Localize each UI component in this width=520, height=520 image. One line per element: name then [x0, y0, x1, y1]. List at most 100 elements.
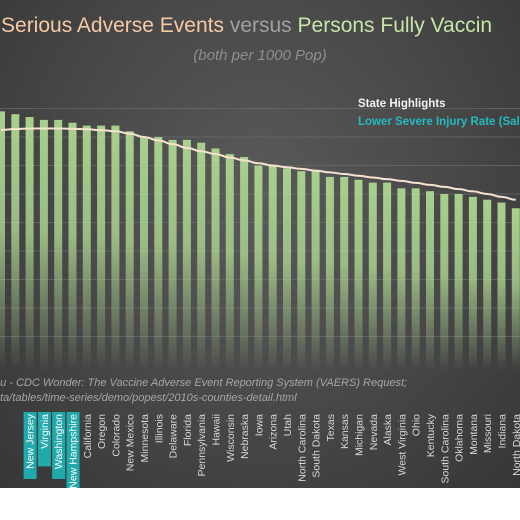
- x-tick-label-text: Colorado: [110, 414, 122, 457]
- x-tick-label-text: Missouri: [482, 414, 494, 453]
- x-tick-label-text: Minnesota: [139, 414, 151, 463]
- bar: [168, 139, 177, 371]
- x-tick-label: Michigan: [354, 414, 366, 456]
- bar: [440, 194, 449, 371]
- x-tick-label-text: Nevada: [368, 414, 380, 450]
- x-tick-label: Wisconsin: [225, 414, 237, 462]
- x-tick-label-text: Nebraska: [239, 414, 251, 459]
- x-tick-label: Oklahoma: [454, 414, 466, 462]
- x-tick-label: Minnesota: [139, 414, 151, 463]
- x-tick-label: Washington: [52, 412, 66, 479]
- x-tick-label: New Mexico: [125, 414, 137, 471]
- x-tick-label-text: North Dakota: [511, 414, 520, 476]
- x-tick-label: Missouri: [482, 414, 494, 453]
- x-tick-label: Montana: [468, 414, 480, 455]
- x-tick-label: Pennsylvania: [196, 414, 208, 477]
- x-axis-labels: New Jersey Virginia Washington New Hampshir…: [23, 412, 520, 488]
- x-tick-label: Utah: [282, 414, 294, 436]
- title-part-1: RS Serious Adverse Events: [0, 14, 224, 37]
- x-tick-label-text: Iowa: [253, 414, 265, 436]
- bar: [511, 208, 520, 371]
- x-tick-label: New Hampshire: [66, 412, 80, 488]
- bar-chart: New Jersey Virginia Washington New Hampshir…: [0, 108, 520, 488]
- bar: [325, 176, 334, 371]
- bar: [340, 176, 349, 371]
- bar: [397, 188, 406, 371]
- x-tick-label-text: Pennsylvania: [196, 414, 208, 477]
- x-tick-label: West Virginia: [396, 414, 408, 476]
- bar: [140, 137, 148, 371]
- x-tick-label-text: Oregon: [96, 414, 108, 449]
- x-tick-label-text: South Dakota: [311, 414, 323, 478]
- x-tick-label: Texas: [325, 414, 337, 441]
- x-tick-label-text: Michigan: [354, 414, 366, 456]
- x-tick-label-text: New Jersey: [25, 413, 37, 469]
- x-tick-label-text: Montana: [468, 414, 480, 455]
- x-tick-label-text: Kentucky: [425, 413, 437, 457]
- bar: [182, 139, 191, 371]
- x-tick-label-text: New Mexico: [125, 414, 137, 471]
- x-tick-label: Arizona: [268, 414, 280, 450]
- x-tick-label: South Carolina: [439, 414, 451, 484]
- bar: [25, 117, 34, 371]
- x-tick-label: North Dakota: [511, 414, 520, 476]
- x-tick-label: Kentucky: [425, 413, 437, 457]
- x-tick-label-text: West Virginia: [396, 414, 408, 476]
- bar: [454, 194, 463, 371]
- x-tick-label: Illinois: [153, 414, 165, 443]
- x-tick-label: Kansas: [339, 414, 351, 449]
- highlight-marker: [23, 412, 37, 479]
- trend-line: [0, 127, 516, 201]
- bar: [497, 202, 506, 371]
- x-tick-label: Alaska: [382, 414, 394, 446]
- x-tick-label-text: Arizona: [268, 414, 280, 450]
- chart-subtitle: (both per 1000 Pop): [193, 47, 327, 64]
- x-tick-label: Colorado: [110, 414, 122, 457]
- x-tick-label: Nevada: [368, 414, 380, 450]
- bar: [483, 199, 492, 371]
- bar: [97, 125, 106, 371]
- bar: [225, 154, 234, 371]
- x-tick-label: Oregon: [96, 414, 108, 449]
- x-tick-label-text: Indiana: [497, 414, 509, 449]
- x-tick-label-text: Washington: [53, 414, 65, 469]
- bar: [383, 182, 392, 371]
- highlights-subtitle: Lower Severe Injury Rate (Sal: [358, 116, 520, 128]
- x-tick-label-text: Illinois: [153, 414, 165, 443]
- bar: [283, 168, 291, 371]
- bar: [311, 171, 320, 371]
- x-tick-label: Indiana: [497, 414, 509, 449]
- bar: [68, 122, 77, 371]
- bar: [354, 179, 363, 371]
- title-part-3: Persons Fully Vaccin: [297, 14, 493, 37]
- x-tick-label-text: Wisconsin: [225, 414, 237, 462]
- bar: [154, 137, 163, 371]
- x-tick-label: Hawaii: [211, 414, 223, 446]
- x-tick-label-text: South Carolina: [439, 414, 451, 484]
- source-line-1: au - CDC Wonder: The Vaccine Adverse Eve…: [0, 377, 408, 389]
- bar: [82, 125, 91, 371]
- bar: [368, 182, 377, 371]
- x-tick-label: Ohio: [411, 414, 423, 436]
- x-tick-label: Virginia: [37, 412, 51, 467]
- x-tick-label-text: Oklahoma: [454, 414, 466, 462]
- highlight-marker: [66, 412, 80, 488]
- bar: [197, 142, 206, 371]
- bar: [411, 188, 420, 371]
- bar: [297, 171, 306, 371]
- bar: [111, 125, 120, 371]
- bar: [268, 165, 277, 371]
- x-tick-label: Nebraska: [239, 414, 251, 459]
- bar: [426, 191, 434, 371]
- x-tick-label: Florida: [182, 414, 194, 446]
- title-part-2: versus: [229, 14, 292, 37]
- bar: [0, 111, 5, 371]
- bars: [0, 111, 520, 372]
- highlight-marker: [37, 412, 51, 467]
- bar: [125, 131, 134, 371]
- x-tick-label-text: Ohio: [411, 414, 423, 436]
- chart-title: RS Serious Adverse Events versus Persons…: [0, 14, 492, 38]
- bar: [39, 119, 48, 372]
- x-tick-label-text: Delaware: [168, 414, 180, 459]
